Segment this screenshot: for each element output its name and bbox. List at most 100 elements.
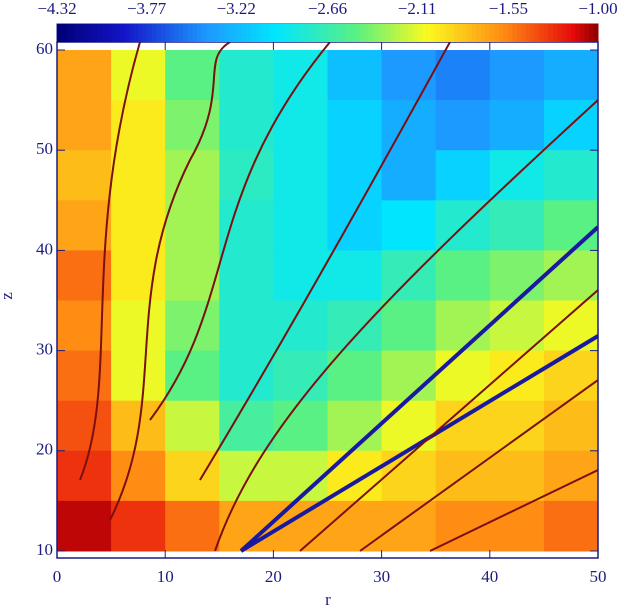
colorbar-swatch bbox=[584, 24, 590, 42]
colorbar-swatch bbox=[174, 24, 180, 42]
colorbar-swatch bbox=[187, 24, 193, 42]
cell bbox=[327, 400, 383, 452]
x-tick-label: 30 bbox=[373, 567, 390, 586]
colorbar-swatch bbox=[61, 24, 67, 42]
field-line bbox=[199, 42, 451, 481]
colorbar-swatch bbox=[503, 24, 509, 42]
cell bbox=[381, 400, 437, 452]
colorbar-swatch bbox=[404, 24, 410, 42]
cell bbox=[327, 200, 383, 251]
colorbar-swatch bbox=[543, 24, 549, 42]
colorbar-swatch bbox=[350, 24, 356, 42]
colorbar-swatch bbox=[408, 24, 414, 42]
cell bbox=[381, 100, 437, 151]
colorbar-swatch bbox=[386, 24, 392, 42]
colorbar-swatch bbox=[530, 24, 536, 42]
cell bbox=[435, 150, 491, 201]
colorbar-swatch bbox=[467, 24, 473, 42]
cell bbox=[489, 450, 545, 502]
cell bbox=[219, 200, 274, 251]
colorbar-swatch bbox=[138, 24, 144, 42]
cell bbox=[543, 150, 598, 201]
colorbar-swatch bbox=[237, 24, 243, 42]
cell bbox=[489, 100, 545, 151]
x-tick-label: 10 bbox=[157, 567, 174, 586]
colorbar-swatch bbox=[219, 24, 225, 42]
colorbar-swatch bbox=[277, 24, 283, 42]
colorbar-swatch bbox=[345, 24, 351, 42]
cell bbox=[327, 150, 383, 201]
cell bbox=[57, 400, 112, 452]
field-line bbox=[79, 42, 141, 481]
colorbar-swatch bbox=[75, 24, 81, 42]
colorbar-tick-label: −2.66 bbox=[308, 0, 347, 18]
cell bbox=[57, 350, 112, 402]
colorbar-swatch bbox=[282, 24, 288, 42]
colorbar-swatch bbox=[156, 24, 162, 42]
colorbar-swatch bbox=[566, 24, 572, 42]
cell bbox=[543, 300, 598, 352]
cell bbox=[327, 500, 383, 552]
colorbar-swatch bbox=[588, 24, 594, 42]
colorbar-swatch bbox=[97, 24, 103, 42]
cell bbox=[165, 300, 220, 352]
colorbar-swatch bbox=[286, 24, 292, 42]
cell bbox=[111, 500, 166, 552]
colorbar-swatch bbox=[124, 24, 130, 42]
cell bbox=[111, 300, 166, 352]
cell bbox=[165, 50, 220, 101]
colorbar-swatch bbox=[250, 24, 256, 42]
cell bbox=[219, 150, 274, 201]
field-line bbox=[214, 99, 598, 552]
cell bbox=[219, 500, 274, 552]
cell bbox=[57, 300, 112, 352]
colorbar-tick-label: −3.22 bbox=[217, 0, 256, 18]
cell bbox=[543, 400, 598, 452]
colorbar-swatch bbox=[485, 24, 491, 42]
cell bbox=[381, 450, 437, 502]
colorbar-swatch bbox=[336, 24, 342, 42]
colorbar-swatch bbox=[332, 24, 338, 42]
colorbar-swatch bbox=[534, 24, 540, 42]
colorbar-swatch bbox=[413, 24, 419, 42]
y-tick-label: 20 bbox=[36, 440, 53, 459]
colorbar-swatch bbox=[444, 24, 450, 42]
colorbar-swatch bbox=[422, 24, 428, 42]
cell bbox=[219, 450, 274, 502]
cell bbox=[435, 350, 491, 402]
cell bbox=[489, 400, 545, 452]
colorbar-swatch bbox=[498, 24, 504, 42]
colorbar-tick-label: −2.11 bbox=[398, 0, 437, 18]
colorbar-swatch bbox=[255, 24, 261, 42]
cell bbox=[165, 100, 220, 151]
cell bbox=[165, 400, 220, 452]
colorbar-swatch bbox=[196, 24, 202, 42]
x-tick-label: 50 bbox=[590, 567, 607, 586]
colorbar-swatch bbox=[300, 24, 306, 42]
cell bbox=[219, 100, 274, 151]
colorbar-swatch bbox=[494, 24, 500, 42]
cell bbox=[165, 500, 220, 552]
colorbar-swatch bbox=[160, 24, 166, 42]
colorbar-swatch bbox=[417, 24, 423, 42]
colorbar-swatch bbox=[264, 24, 270, 42]
cell bbox=[219, 50, 274, 101]
cell bbox=[327, 50, 383, 101]
colorbar-swatch bbox=[79, 24, 85, 42]
colorbar-swatch bbox=[539, 24, 545, 42]
colorbar-swatch bbox=[359, 24, 365, 42]
colorbar-swatch bbox=[214, 24, 220, 42]
cell bbox=[489, 300, 545, 352]
colorbar-swatch bbox=[525, 24, 531, 42]
cell bbox=[543, 200, 598, 251]
colorbar-swatch bbox=[201, 24, 207, 42]
colorbar-swatch bbox=[165, 24, 171, 42]
colorbar-swatch bbox=[354, 24, 360, 42]
colorbar-swatch bbox=[426, 24, 432, 42]
cell bbox=[57, 200, 112, 251]
colorbar-swatch bbox=[449, 24, 455, 42]
x-axis-label: r bbox=[325, 590, 331, 609]
cell bbox=[381, 300, 437, 352]
cell bbox=[327, 300, 383, 352]
